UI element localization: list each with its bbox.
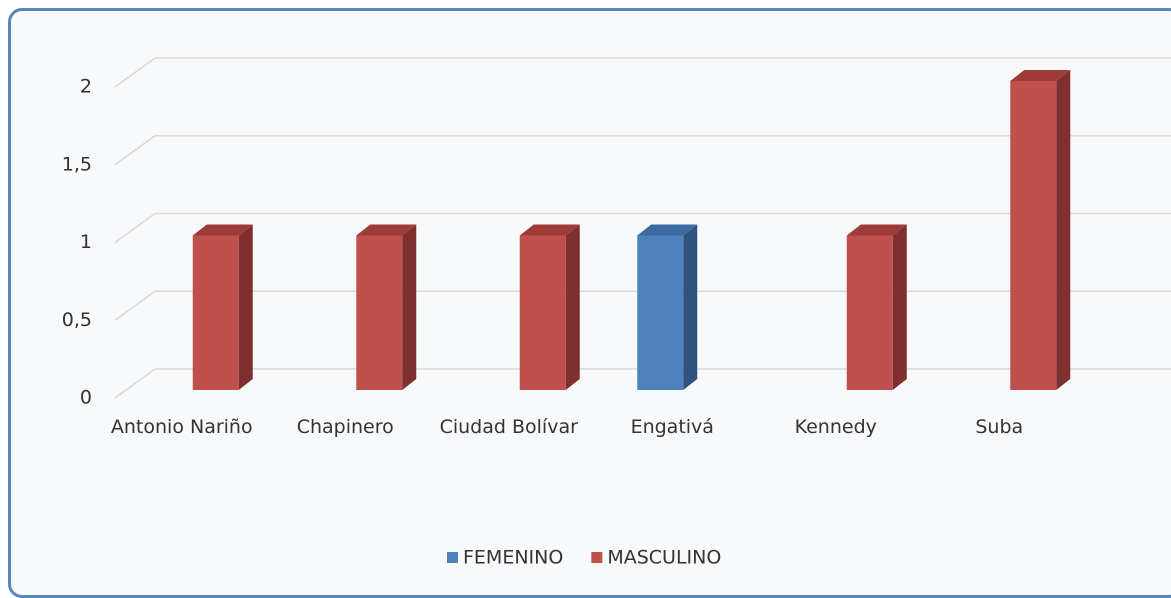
bar [1010, 81, 1057, 390]
bar-top [846, 224, 907, 236]
y-tick-label: 1,5 [62, 153, 92, 175]
bar-top [519, 224, 580, 236]
legend-swatch [591, 552, 603, 563]
bar-top [356, 224, 417, 236]
grid-line [114, 212, 156, 244]
bar-side [1056, 70, 1071, 390]
legend-swatch [447, 552, 458, 563]
bar-top [1010, 70, 1071, 81]
x-tick-label: Chapinero [296, 416, 394, 438]
y-tick-label: 2 [80, 76, 92, 98]
grid-line [114, 135, 156, 166]
grid-line [114, 368, 156, 399]
bar-side [402, 224, 417, 390]
grid-line [114, 290, 156, 321]
bar-side [892, 224, 907, 390]
bar [192, 235, 239, 390]
bar-side [683, 224, 698, 390]
grid-line [114, 57, 156, 88]
x-tick-label: Kennedy [794, 416, 877, 438]
legend-label: FEMENINO [463, 547, 563, 569]
x-tick-label: Suba [975, 416, 1024, 438]
y-tick-label: 1 [80, 231, 92, 253]
x-tick-label: Engativá [630, 416, 714, 438]
bar-top [637, 224, 698, 236]
bar [846, 235, 893, 390]
bar [637, 235, 684, 390]
x-tick-label: Ciudad Bolívar [439, 416, 578, 438]
bar-side [565, 224, 580, 390]
bar [519, 235, 566, 390]
legend-label: MASCULINO [607, 547, 721, 569]
bar [356, 235, 403, 390]
x-tick-label: Antonio Nariño [110, 416, 253, 438]
y-tick-label: 0 [80, 387, 92, 409]
bar-top [192, 224, 253, 236]
y-tick-label: 0,5 [62, 309, 92, 331]
bar-side [238, 224, 253, 390]
